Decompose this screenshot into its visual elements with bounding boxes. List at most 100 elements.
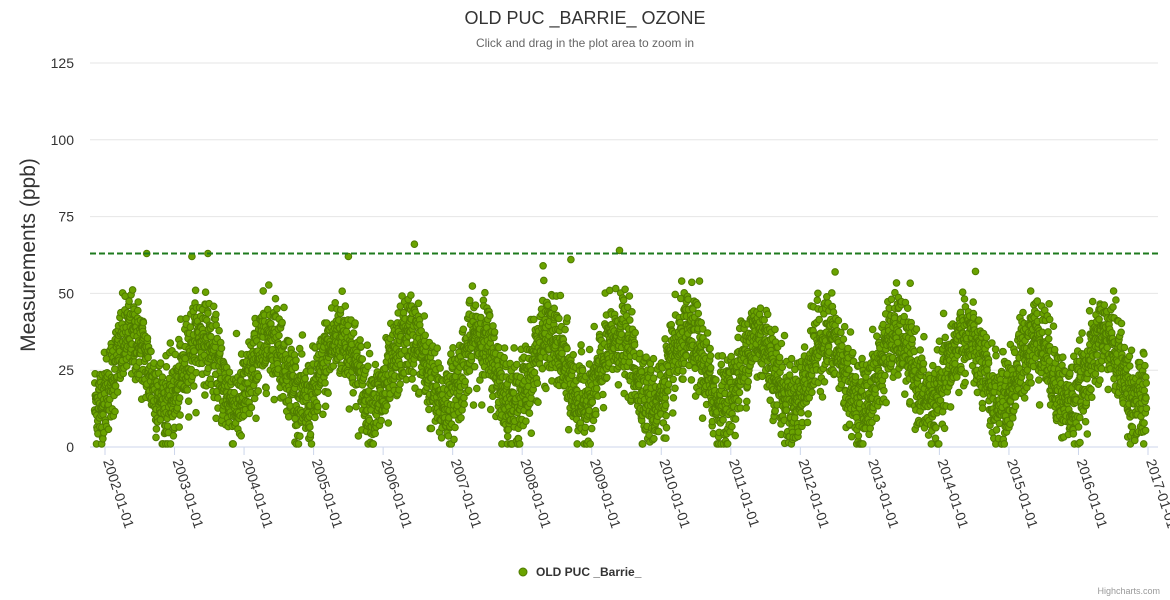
scatter-point[interactable] xyxy=(358,355,367,363)
scatter-point[interactable] xyxy=(935,440,943,448)
scatter-point[interactable] xyxy=(278,318,286,327)
scatter-point[interactable] xyxy=(166,440,175,448)
scatter-point[interactable] xyxy=(166,339,175,347)
scatter-point[interactable] xyxy=(533,379,542,388)
scatter-point[interactable] xyxy=(490,328,499,336)
scatter-point[interactable] xyxy=(201,391,209,399)
scatter-point[interactable] xyxy=(1026,287,1035,295)
scatter-point[interactable] xyxy=(728,422,736,431)
scatter-point[interactable] xyxy=(321,379,329,387)
scatter-point[interactable] xyxy=(677,277,686,285)
scatter-point[interactable] xyxy=(522,417,530,426)
scatter-point[interactable] xyxy=(466,296,474,305)
scatter-point[interactable] xyxy=(262,389,271,398)
scatter-point[interactable] xyxy=(190,382,198,390)
scatter-point[interactable] xyxy=(225,368,234,377)
scatter-point[interactable] xyxy=(706,352,715,360)
scatter-point[interactable] xyxy=(156,359,165,367)
scatter-point[interactable] xyxy=(363,341,372,350)
scatter-point[interactable] xyxy=(939,309,948,318)
scatter-point[interactable] xyxy=(940,424,949,433)
scatter-point[interactable] xyxy=(961,378,969,387)
scatter-point[interactable] xyxy=(147,347,155,356)
scatter-point[interactable] xyxy=(662,423,671,432)
scatter-point[interactable] xyxy=(510,344,518,352)
scatter-point[interactable] xyxy=(800,343,809,351)
scatter-point[interactable] xyxy=(578,366,587,375)
scatter-point[interactable] xyxy=(478,401,486,409)
scatter-point[interactable] xyxy=(285,337,293,346)
scatter-point[interactable] xyxy=(808,388,816,397)
scatter-point[interactable] xyxy=(1020,394,1029,402)
scatter-point[interactable] xyxy=(247,403,256,412)
scatter-point[interactable] xyxy=(544,301,552,310)
scatter-point[interactable] xyxy=(271,294,280,303)
scatter-point[interactable] xyxy=(839,335,848,344)
scatter-point[interactable] xyxy=(694,309,703,318)
scatter-point[interactable] xyxy=(427,424,436,433)
scatter-point[interactable] xyxy=(630,341,639,349)
scatter-point[interactable] xyxy=(139,318,148,327)
scatter-point[interactable] xyxy=(900,312,909,321)
scatter-point[interactable] xyxy=(829,308,838,317)
scatter-point[interactable] xyxy=(530,315,538,324)
scatter-point[interactable] xyxy=(649,354,658,363)
scatter-point[interactable] xyxy=(433,344,442,353)
scatter-point[interactable] xyxy=(542,384,550,393)
scatter-point[interactable] xyxy=(743,397,751,406)
scatter-point[interactable] xyxy=(669,375,678,384)
scatter-point[interactable] xyxy=(104,425,113,434)
scatter-point[interactable] xyxy=(590,322,599,331)
scatter-point[interactable] xyxy=(603,373,611,382)
scatter-point[interactable] xyxy=(176,411,184,419)
scatter-point[interactable] xyxy=(307,440,316,448)
scatter-point[interactable] xyxy=(780,331,789,340)
scatter-point[interactable] xyxy=(254,387,263,395)
scatter-point[interactable] xyxy=(865,430,873,439)
scatter-point[interactable] xyxy=(787,354,796,363)
scatter-point[interactable] xyxy=(473,384,481,393)
scatter-point[interactable] xyxy=(834,316,843,325)
scatter-point[interactable] xyxy=(175,423,183,431)
scatter-point[interactable] xyxy=(804,410,813,418)
scatter-point[interactable] xyxy=(273,305,281,313)
scatter-point[interactable] xyxy=(858,354,866,363)
scatter-point[interactable] xyxy=(408,375,416,383)
scatter-point[interactable] xyxy=(662,434,670,443)
scatter-point[interactable] xyxy=(1027,379,1035,387)
scatter-point[interactable] xyxy=(460,400,469,409)
scatter-point[interactable] xyxy=(969,298,978,306)
scatter-point[interactable] xyxy=(820,378,829,386)
scatter-point[interactable] xyxy=(851,373,860,381)
scatter-point[interactable] xyxy=(564,425,573,434)
scatter-point[interactable] xyxy=(706,364,715,372)
scatter-point[interactable] xyxy=(296,432,304,441)
scatter-point[interactable] xyxy=(1045,300,1053,308)
scatter-point[interactable] xyxy=(916,346,925,354)
scatter-point[interactable] xyxy=(982,333,991,342)
scatter-point[interactable] xyxy=(992,351,1000,360)
scatter-point[interactable] xyxy=(306,423,314,431)
scatter-point[interactable] xyxy=(815,315,824,324)
scatter-point[interactable] xyxy=(992,426,1001,434)
scatter-point[interactable] xyxy=(294,440,303,448)
scatter-point[interactable] xyxy=(354,432,363,440)
scatter-point[interactable] xyxy=(687,376,696,384)
scatter-point[interactable] xyxy=(111,407,119,416)
scatter-point[interactable] xyxy=(201,288,210,297)
scatter-point[interactable] xyxy=(459,325,468,334)
scatter-point[interactable] xyxy=(275,331,283,340)
scatter-point[interactable] xyxy=(163,422,172,430)
scatter-point[interactable] xyxy=(298,331,307,339)
scatter-point[interactable] xyxy=(185,413,193,421)
scatter-point[interactable] xyxy=(99,435,107,443)
scatter-point[interactable] xyxy=(1010,348,1019,357)
scatter-point[interactable] xyxy=(192,408,200,417)
scatter-point[interactable] xyxy=(828,289,836,297)
scatter-point[interactable] xyxy=(128,286,137,294)
scatter-point[interactable] xyxy=(468,282,477,290)
scatter-point[interactable] xyxy=(702,338,711,346)
scatter-point[interactable] xyxy=(775,353,784,362)
scatter-point[interactable] xyxy=(587,424,596,433)
scatter-point[interactable] xyxy=(688,278,696,287)
